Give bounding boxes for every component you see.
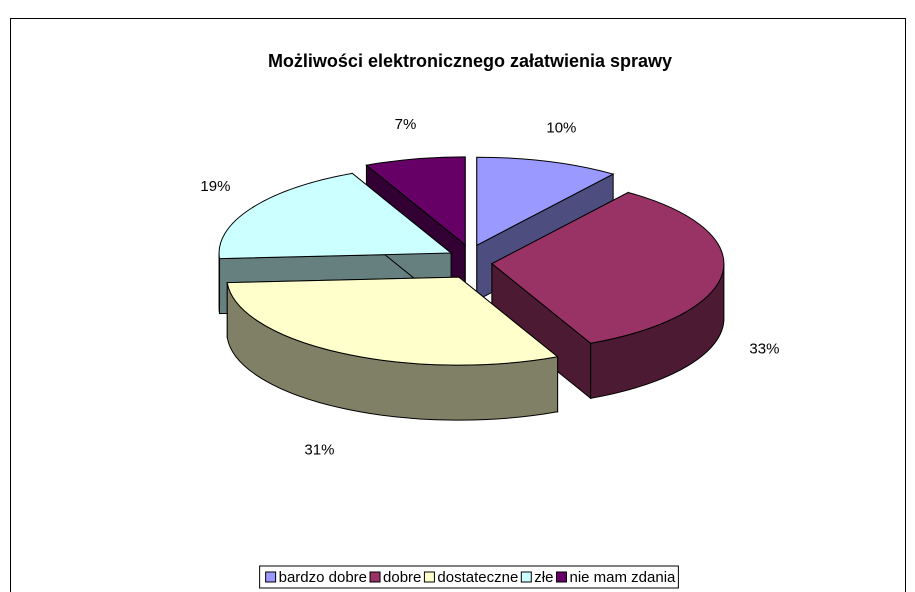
data-label: 31%	[304, 442, 334, 459]
slice-top	[365, 156, 466, 246]
pie-slice	[490, 191, 725, 400]
legend-swatch	[520, 571, 532, 583]
data-label: 7%	[395, 116, 417, 133]
pie-slice	[226, 276, 559, 421]
slice-top	[476, 156, 615, 247]
slice-top	[218, 172, 453, 260]
data-label: 33%	[749, 340, 779, 357]
legend: bardzo dobre dobre dostateczne złe nie mam z…	[259, 565, 679, 589]
data-label: 10%	[546, 119, 576, 136]
legend-label: dostateczne	[437, 569, 518, 586]
slice-top	[226, 276, 559, 366]
legend-swatch	[369, 571, 381, 583]
legend-swatch	[423, 571, 435, 583]
legend-box	[259, 565, 679, 589]
slice-top	[490, 191, 725, 344]
chart-title: Możliwości elektronicznego załatwienia s…	[268, 51, 672, 71]
legend-label: nie mam zdania	[569, 569, 676, 586]
chart-frame	[10, 18, 906, 592]
legend-label: dobre	[383, 569, 421, 586]
legend-label: bardzo dobre	[279, 569, 367, 586]
legend-swatch	[265, 571, 277, 583]
data-label: 19%	[200, 178, 230, 195]
legend-swatch	[555, 571, 567, 583]
legend-label: złe	[534, 569, 553, 586]
